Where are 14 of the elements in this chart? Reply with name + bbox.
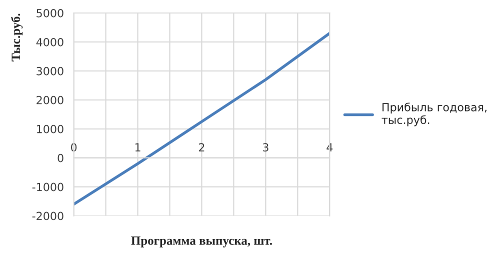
x-tick-label: 2: [199, 143, 204, 152]
y-tick-label: -2000: [32, 212, 64, 220]
x-tick-label: 1: [135, 143, 140, 152]
y-tick-label: 0: [58, 154, 64, 162]
x-axis-title: Программа выпуска, шт.: [131, 236, 272, 248]
y-tick-label: 5000: [36, 8, 64, 18]
y-tick-label: 4000: [36, 38, 64, 46]
y-tick-label: 1000: [37, 124, 64, 134]
legend-label: Прибыль годовая, тыс.руб.: [382, 102, 486, 126]
y-tick-label: 3000: [36, 66, 64, 76]
y-tick-label: -1000: [32, 182, 64, 192]
x-tick-label: 3: [262, 143, 268, 152]
y-tick-label: 2000: [36, 96, 64, 104]
y-axis-title: Тыс.руб.: [10, 14, 23, 62]
